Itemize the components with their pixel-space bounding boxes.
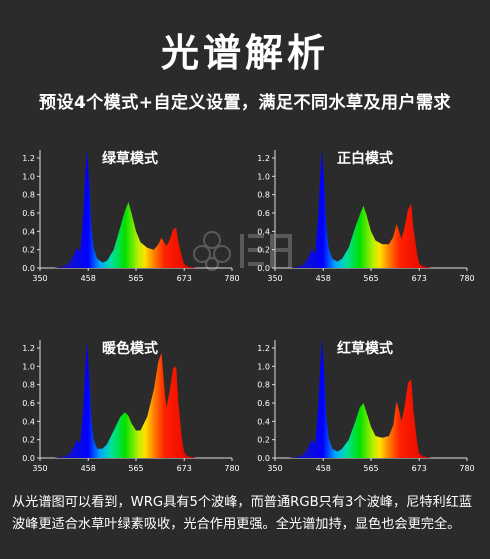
y-tick-label: 0.0 xyxy=(22,454,35,463)
y-tick-label: 0.8 xyxy=(257,381,270,390)
chart-panel-warm: 0.0 0.2 0.4 0.6 0.8 1.0 1.2 350 458 565 673 780 暖色模… xyxy=(10,330,245,480)
y-tick-label: 0.2 xyxy=(257,436,270,445)
chart-panel-green: 0.0 0.2 0.4 0.6 0.8 1.0 1.2 350 458 565 673 780 绿草模… xyxy=(10,140,245,290)
page-subtitle: 预设4个模式+自定义设置，满足不同水草及用户需求 xyxy=(38,93,452,113)
y-tick-label: 0.2 xyxy=(22,246,35,255)
x-tick-label: 458 xyxy=(316,464,331,473)
y-tick-label: 0.0 xyxy=(22,264,35,273)
y-tick-label: 1.0 xyxy=(257,362,270,371)
chart-title-green: 绿草模式 xyxy=(102,151,158,167)
chart-panel-red: 0.0 0.2 0.4 0.6 0.8 1.0 1.2 350 458 565 673 780 红草模… xyxy=(245,330,480,480)
spectrum-area xyxy=(275,338,467,458)
x-tick-label: 673 xyxy=(412,274,427,283)
y-tick-label: 0.2 xyxy=(22,436,35,445)
y-tick-label: 0.4 xyxy=(22,227,35,236)
y-tick-label: 1.0 xyxy=(257,172,270,181)
y-tick-label: 1.2 xyxy=(22,344,35,353)
x-tick-label: 780 xyxy=(224,464,239,473)
x-tick-label: 350 xyxy=(32,274,47,283)
y-tick-label: 0.0 xyxy=(257,454,270,463)
y-tick-label: 0.4 xyxy=(257,227,270,236)
spectrum-area xyxy=(40,148,232,268)
y-tick-label: 1.0 xyxy=(22,362,35,371)
page-title: 光谱解析 xyxy=(160,31,329,75)
footer-description: 从光谱图可以看到，WRG具有5个波峰，而普通RGB只有3个波峰，尼特利红蓝波峰更… xyxy=(12,495,473,532)
y-tick-label: 0.6 xyxy=(22,399,35,408)
y-tick-label: 0.0 xyxy=(257,264,270,273)
chart-title-warm: 暖色模式 xyxy=(102,341,158,357)
x-tick-label: 780 xyxy=(224,274,239,283)
x-tick-label: 673 xyxy=(412,464,427,473)
y-tick-label: 0.8 xyxy=(257,191,270,200)
x-tick-label: 565 xyxy=(128,274,143,283)
x-tick-label: 565 xyxy=(363,464,378,473)
y-tick-label: 0.6 xyxy=(22,209,35,218)
spectrum-chart-white: 0.0 0.2 0.4 0.6 0.8 1.0 1.2 350 458 565 673 780 xyxy=(257,148,475,283)
spectrum-area xyxy=(275,148,467,268)
spectrum-chart-warm: 0.0 0.2 0.4 0.6 0.8 1.0 1.2 350 458 565 673 780 xyxy=(22,340,240,473)
x-tick-label: 458 xyxy=(81,464,96,473)
y-tick-label: 0.4 xyxy=(257,417,270,426)
y-tick-label: 1.2 xyxy=(257,154,270,163)
x-tick-label: 780 xyxy=(459,464,474,473)
spectrum-chart-red: 0.0 0.2 0.4 0.6 0.8 1.0 1.2 350 458 565 673 780 xyxy=(257,338,475,473)
y-tick-label: 1.2 xyxy=(257,344,270,353)
watermark-logo xyxy=(193,231,292,271)
y-tick-label: 0.6 xyxy=(257,209,270,218)
chart-panel-white: 0.0 0.2 0.4 0.6 0.8 1.0 1.2 350 458 565 673 780 正白模… xyxy=(245,140,480,290)
y-tick-label: 0.2 xyxy=(257,246,270,255)
x-tick-label: 458 xyxy=(316,274,331,283)
chart-title-red: 红草模式 xyxy=(337,341,393,357)
y-tick-label: 0.4 xyxy=(22,417,35,426)
x-tick-label: 780 xyxy=(459,274,474,283)
x-tick-label: 458 xyxy=(81,274,96,283)
x-tick-label: 350 xyxy=(32,464,47,473)
y-tick-label: 0.6 xyxy=(257,399,270,408)
x-tick-label: 673 xyxy=(177,274,192,283)
x-tick-label: 565 xyxy=(128,464,143,473)
spectrum-area xyxy=(40,340,232,458)
x-tick-label: 350 xyxy=(267,464,282,473)
chart-title-white: 正白模式 xyxy=(337,151,393,167)
x-tick-label: 565 xyxy=(363,274,378,283)
spectrum-chart-green: 0.0 0.2 0.4 0.6 0.8 1.0 1.2 350 458 565 673 780 xyxy=(22,148,240,283)
y-tick-label: 0.8 xyxy=(22,191,35,200)
y-tick-label: 1.2 xyxy=(22,154,35,163)
x-tick-label: 673 xyxy=(177,464,192,473)
y-tick-label: 1.0 xyxy=(22,172,35,181)
x-tick-label: 350 xyxy=(267,274,282,283)
y-tick-label: 0.8 xyxy=(22,381,35,390)
